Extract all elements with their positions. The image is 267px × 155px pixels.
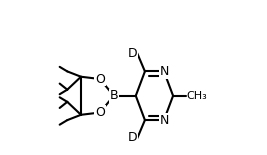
Text: O: O: [95, 73, 105, 86]
Text: D: D: [128, 131, 138, 144]
Text: O: O: [95, 106, 105, 119]
Text: N: N: [159, 114, 169, 127]
Text: CH₃: CH₃: [187, 91, 207, 101]
Text: B: B: [109, 89, 118, 102]
Text: N: N: [159, 65, 169, 78]
Text: D: D: [128, 47, 138, 60]
